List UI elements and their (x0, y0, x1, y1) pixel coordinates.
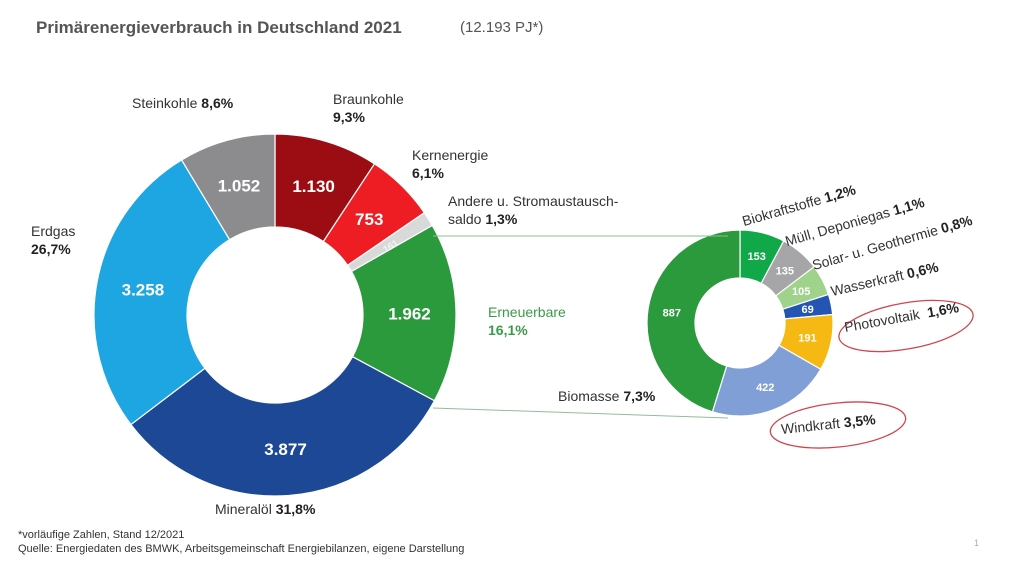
label-percent: 26,7% (31, 241, 71, 257)
slice-value-label: 1.962 (388, 304, 431, 323)
label-name: Erneuerbare (488, 304, 566, 320)
label-name-cont: saldo (448, 211, 482, 227)
label-kernenergie: Kernenergie 6,1% (412, 146, 488, 182)
label-name: Erdgas (31, 223, 76, 239)
label-name: Andere u. Stromaustausch- (448, 193, 619, 209)
label-name: Biomasse (558, 388, 620, 404)
slice-value-label: 3.258 (122, 281, 165, 300)
label-percent: 7,3% (623, 388, 656, 404)
slice-value-label: 1.052 (218, 176, 261, 195)
label-erdgas: Erdgas 26,7% (31, 222, 75, 258)
slice-value-label: 887 (663, 308, 681, 320)
label-name: Kernenergie (412, 147, 489, 163)
connector-line-bottom (432, 407, 729, 419)
label-steinkohle: Steinkohle 8,6% (132, 94, 233, 112)
slice-value-label: 191 (798, 333, 816, 345)
label-percent: 1,3% (485, 211, 518, 227)
slice-value-label: 422 (756, 382, 774, 394)
slice-steinkohle (180, 133, 276, 241)
slice-value-label: 153 (748, 251, 766, 263)
slice-erneuerbare (350, 224, 457, 402)
label-mineraloel: Mineralöl 31,8% (215, 500, 315, 518)
label-percent: 9,3% (333, 109, 365, 125)
label-percent: 6,1% (412, 165, 444, 181)
label-name: Steinkohle (132, 95, 198, 111)
slice-erdgas (93, 159, 231, 426)
source-note: Quelle: Energiedaten des BMWK, Arbeitsge… (18, 543, 465, 555)
slice-mineralöl (130, 355, 436, 497)
chart-title: Primärenergieverbrauch in Deutschland 20… (36, 18, 402, 37)
label-percent: 3,5% (842, 411, 877, 431)
slice-value-label: 105 (792, 286, 810, 298)
label-percent: 8,6% (201, 95, 234, 111)
label-erneuerbare: Erneuerbare 16,1% (488, 303, 566, 339)
label-biomasse: Biomasse 7,3% (558, 387, 655, 405)
footnote: *vorläufige Zahlen, Stand 12/2021 (18, 529, 185, 541)
label-name: Mineralöl (215, 501, 272, 517)
label-percent: 16,1% (488, 322, 528, 338)
label-braunkohle: Braunkohle 9,3% (333, 90, 404, 126)
slice-biomasse (646, 229, 741, 413)
highlight-ellipse-photovoltaik (838, 299, 974, 353)
label-andere: Andere u. Stromaustausch- saldo 1,3% (448, 192, 618, 228)
label-name: Braunkohle (333, 91, 404, 107)
slice-value-label: 753 (355, 210, 383, 229)
highlight-ellipse-windkraft (769, 401, 907, 449)
page-number: 1 (974, 538, 980, 548)
renewables-donut: 153 135 105 69 191 422 887 (646, 229, 834, 417)
slice-value-label: 69 (801, 304, 813, 316)
slice-value-label: 135 (776, 265, 794, 277)
slice-value-label: 3.877 (264, 440, 307, 459)
slice-value-label: 1.130 (292, 177, 335, 196)
slice-windkraft (711, 344, 822, 417)
label-percent: 31,8% (275, 501, 316, 517)
chart-subtitle: (12.193 PJ*) (460, 19, 544, 36)
